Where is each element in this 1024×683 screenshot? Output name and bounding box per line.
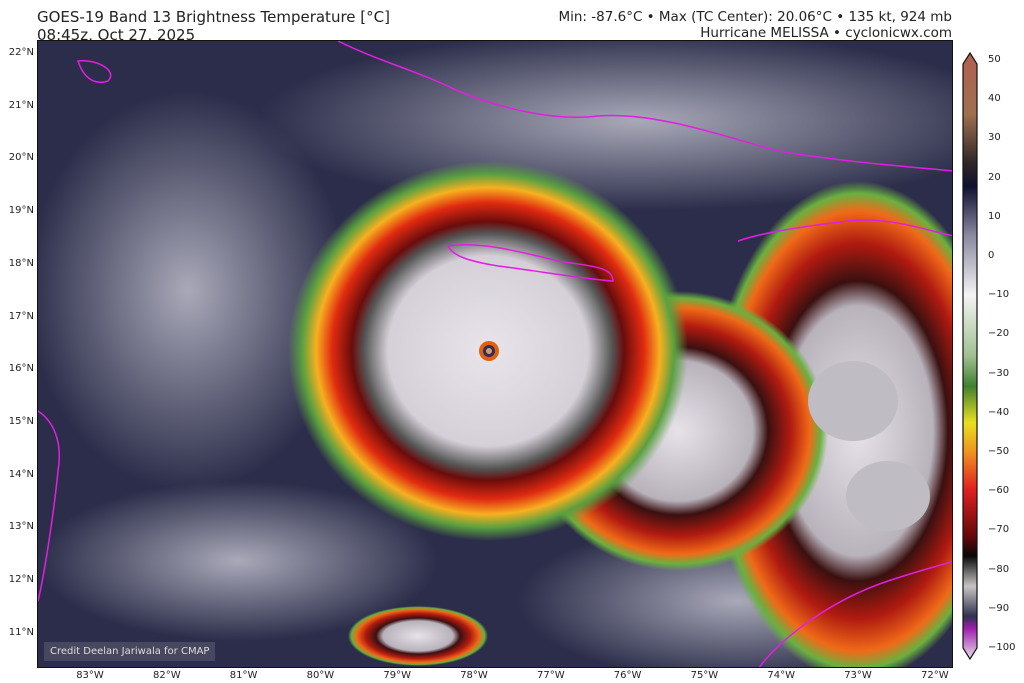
- longitude-label: 83°W: [76, 670, 104, 681]
- colorbar-tick: 20: [988, 171, 1001, 183]
- stats-text: Min: -87.6°C • Max (TC Center): 20.06°C …: [558, 9, 952, 25]
- longitude-label: 78°W: [460, 670, 488, 681]
- colorbar-tick: −60: [988, 485, 1010, 497]
- latitude-label: 18°N: [8, 257, 34, 269]
- longitude-label: 74°W: [767, 670, 795, 681]
- storm-name: Hurricane MELISSA • cyclonicwx.com: [700, 25, 952, 41]
- latitude-label: 14°N: [8, 468, 34, 480]
- latitude-label: 17°N: [8, 310, 34, 322]
- colorbar-tick: 30: [988, 132, 1001, 144]
- longitude-label: 79°W: [383, 670, 411, 681]
- map-title: GOES-19 Band 13 Brightness Temperature […: [37, 8, 390, 44]
- colorbar-tick: −10: [988, 289, 1010, 301]
- colorbar-tick: −40: [988, 406, 1010, 418]
- colorbar-tick: 50: [988, 54, 1001, 65]
- longitude-label: 73°W: [844, 670, 872, 681]
- longitude-label: 82°W: [152, 670, 181, 681]
- latitude-label: 19°N: [8, 205, 34, 217]
- colorbar-tick: −50: [988, 446, 1010, 457]
- satellite-map: Credit Deelan Jariwala for CMAP: [37, 40, 953, 668]
- longitude-label: 77°W: [536, 670, 565, 681]
- storm-info: Min: -87.6°C • Max (TC Center): 20.06°C …: [558, 9, 952, 41]
- longitude-label: 75°W: [690, 670, 719, 681]
- coastlines: [38, 41, 952, 667]
- colorbar-tick: 0: [988, 250, 995, 261]
- latitude-label: 12°N: [8, 574, 34, 585]
- latitude-label: 22°N: [8, 47, 34, 58]
- longitude-label: 76°W: [613, 670, 642, 681]
- title-text: GOES-19 Band 13 Brightness Temperature […: [37, 8, 390, 26]
- latitude-label: 15°N: [8, 415, 34, 427]
- longitude-label: 80°W: [306, 670, 335, 681]
- colorbar-tick: 10: [988, 210, 1001, 222]
- latitude-label: 20°N: [8, 152, 34, 164]
- latitude-label: 11°N: [8, 626, 34, 638]
- latitude-label: 21°N: [8, 99, 34, 111]
- colorbar-tick: −90: [988, 602, 1010, 614]
- timestamp: 08:45z, Oct 27, 2025: [37, 26, 196, 44]
- colorbar-tick: −70: [988, 524, 1010, 536]
- credit-label: Credit Deelan Jariwala for CMAP: [44, 642, 216, 661]
- longitude-label: 81°W: [229, 670, 258, 681]
- colorbar: [962, 51, 978, 661]
- latitude-label: 13°N: [8, 521, 34, 533]
- latitude-label: 16°N: [8, 363, 34, 375]
- satellite-imagery: [38, 41, 952, 667]
- colorbar-tick: −20: [988, 328, 1010, 340]
- colorbar-tick: −100: [988, 642, 1016, 653]
- colorbar-tick: −80: [988, 563, 1010, 575]
- longitude-label: 72°W: [920, 670, 949, 681]
- colorbar-tick: 40: [988, 93, 1001, 105]
- colorbar-tick: −30: [988, 367, 1010, 379]
